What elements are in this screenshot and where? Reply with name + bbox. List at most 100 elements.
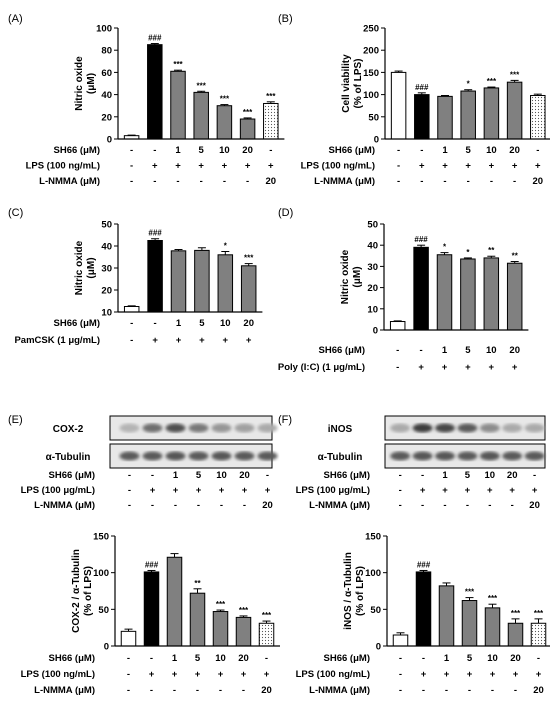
bar	[507, 622, 524, 647]
treatment-row-cell: 5	[466, 145, 472, 156]
bar	[460, 90, 476, 140]
y-axis-label-line: (% of LPS)	[355, 566, 366, 616]
treatment-row-cell: +	[199, 335, 205, 346]
treatment-row-cell: -	[153, 176, 156, 187]
blot-row-cell: +	[420, 485, 426, 496]
y-tick-label: 0	[373, 326, 378, 337]
significance-mark: **	[488, 246, 495, 255]
blot-row-cell: +	[173, 485, 179, 496]
blot-band	[479, 451, 500, 461]
y-axis-label: COX-2 / α-Tubulin(% of LPS)	[71, 549, 94, 633]
y-tick-label: 0	[374, 135, 379, 146]
y-axis-label-line: COX-2 / α-Tubulin	[71, 549, 82, 633]
y-tick-label: 50	[101, 220, 112, 231]
y-tick-label: 10	[367, 304, 378, 315]
blot-band-label: COX-2	[53, 424, 84, 435]
treatment-row-cell: +	[172, 669, 178, 680]
bar	[414, 94, 430, 140]
bar	[170, 70, 186, 140]
treatment-row-cell: +	[198, 161, 204, 172]
blot-band	[211, 451, 232, 461]
y-axis-label-line: (μM)	[86, 73, 97, 94]
bar	[170, 250, 187, 313]
treatment-row-cell: +	[490, 669, 496, 680]
treatment-row-cell: -	[399, 669, 402, 680]
treatment-row-cell: 20	[509, 145, 520, 156]
bar	[530, 94, 546, 140]
treatment-row-cell: -	[513, 176, 516, 187]
y-axis-label-line: iNOS / α-Tubulin	[343, 552, 354, 630]
treatment-row-cell: +	[149, 669, 155, 680]
bar	[216, 105, 233, 140]
treatment-row-cell: +	[152, 335, 158, 346]
y-tick-label: 40	[367, 241, 378, 252]
significance-mark: ###	[417, 560, 431, 569]
panel-label: (B)	[278, 13, 293, 25]
treatment-row-cell: -	[176, 176, 179, 187]
treatment-row-cell: +	[175, 161, 181, 172]
bar	[483, 257, 500, 331]
bar	[436, 254, 453, 331]
y-tick-label: 40	[101, 242, 112, 253]
significance-mark: ***	[173, 60, 183, 69]
blot-row-cell: -	[128, 500, 131, 511]
blot-row-cell: 5	[196, 470, 202, 481]
treatment-row-cell: -	[196, 685, 199, 696]
blot-row-cell: -	[488, 500, 491, 511]
blot-row-cell: -	[399, 500, 402, 511]
treatment-row-cell: +	[176, 335, 182, 346]
treatment-row-cell: -	[223, 176, 226, 187]
y-tick-label: 150	[363, 68, 379, 79]
treatment-row-label: SH66 (μM)	[319, 345, 365, 356]
blot-band	[390, 423, 411, 433]
treatment-row-label: Poly (I:C) (1 μg/mL)	[278, 362, 365, 373]
treatment-row-cell: 10	[486, 345, 497, 356]
blot-row-cell: +	[442, 485, 448, 496]
treatment-row-cell: 1	[175, 145, 181, 156]
treatment-row-cell: -	[397, 161, 400, 172]
bar	[194, 249, 210, 313]
blot-row-cell: -	[466, 500, 469, 511]
significance-mark: ###	[414, 235, 428, 244]
bar	[460, 258, 476, 331]
y-axis-label: Nitric oxide(μM)	[74, 56, 97, 111]
treatment-row-cell: -	[154, 318, 157, 329]
bar	[189, 592, 206, 647]
treatment-row-cell: -	[173, 685, 176, 696]
y-tick-label: 50	[368, 112, 379, 123]
y-tick-label: 200	[363, 46, 379, 57]
y-tick-label: 50	[98, 605, 109, 616]
significance-mark: *	[466, 248, 470, 257]
treatment-row-label: SH66 (μM)	[329, 145, 375, 156]
blot-row-label: LPS (100 μg/mL)	[21, 485, 95, 496]
bar	[530, 622, 547, 647]
y-tick-label: 50	[367, 220, 378, 231]
treatment-row-cell: -	[422, 685, 425, 696]
treatment-row-cell: -	[468, 685, 471, 696]
blot-row-cell: +	[219, 485, 225, 496]
blot-band	[524, 451, 545, 461]
blot-row-label: SH66 (μM)	[49, 470, 95, 481]
blot-row-cell: 1	[442, 470, 448, 481]
treatment-row-cell: -	[130, 161, 133, 172]
treatment-row-cell: -	[130, 335, 133, 346]
blot-band	[502, 451, 523, 461]
blot-row-cell: -	[197, 500, 200, 511]
significance-mark: *	[224, 242, 228, 251]
treatment-row-cell: +	[223, 335, 229, 346]
treatment-row-cell: -	[420, 145, 423, 156]
panel-label: (A)	[8, 13, 23, 25]
blot-band	[211, 423, 232, 433]
significance-mark: *	[443, 243, 447, 252]
blot-band	[390, 451, 411, 461]
treatment-row-label: SH66 (μM)	[54, 318, 100, 329]
blot-band	[142, 451, 163, 461]
bar	[212, 611, 229, 647]
blot-band	[142, 423, 163, 433]
y-tick-label: 30	[101, 264, 112, 275]
significance-mark: ***	[216, 600, 226, 609]
blot-row-cell: -	[511, 500, 514, 511]
treatment-row-cell: -	[219, 685, 222, 696]
treatment-row-cell: -	[127, 653, 130, 664]
treatment-row-cell: -	[490, 176, 493, 187]
